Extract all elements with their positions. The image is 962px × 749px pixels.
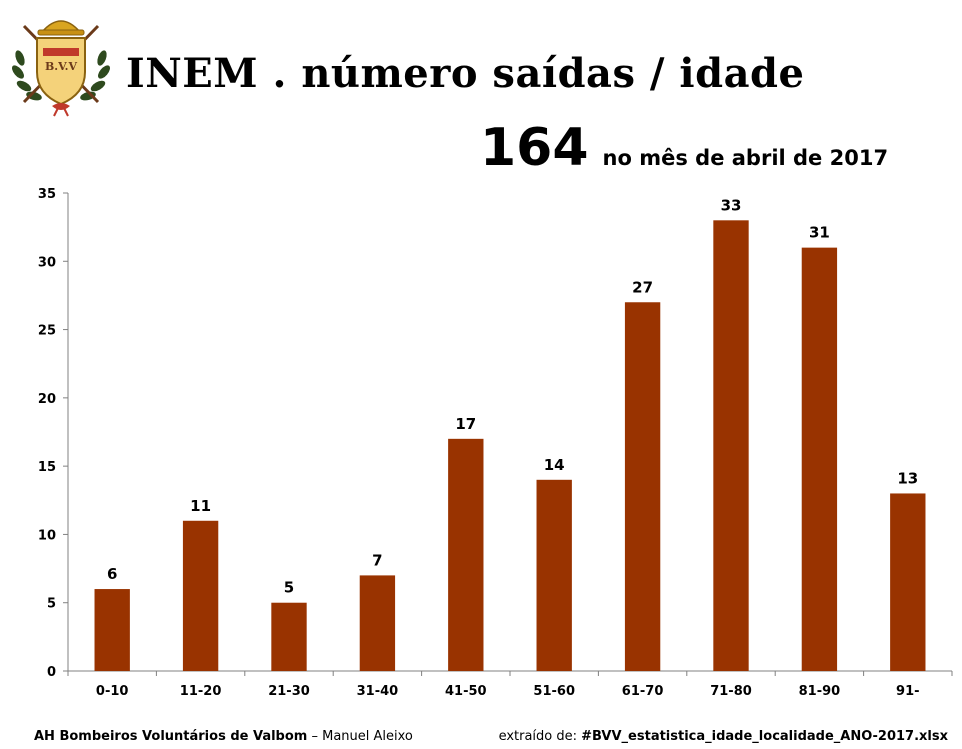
data-label: 17 [455,415,476,433]
bar [890,493,926,671]
total-summary: 164 no mês de abril de 2017 [480,118,888,178]
y-tick-label: 30 [38,255,56,270]
footer-org: AH Bombeiros Voluntários de Valbom [34,729,308,744]
data-label: 33 [721,196,742,214]
y-tick-label: 10 [38,528,56,543]
x-tick-label: 41-50 [445,684,487,699]
bvv-crest-logo-text: B.V.V [44,60,78,73]
bar [448,438,484,671]
footer-source: extraído de: #BVV_estatistica_idade_loca… [499,729,948,744]
bar [801,247,838,671]
x-tick-label: 51-60 [533,684,575,699]
total-label: no mês de abril de 2017 [602,146,889,170]
x-tick-label: 11-20 [180,684,222,699]
bar [359,575,396,671]
data-label: 6 [107,565,117,583]
bar [271,602,307,671]
y-tick-label: 0 [47,665,56,680]
bvv-crest-logo [12,20,110,117]
y-tick-label: 5 [47,597,56,612]
page-title: INEM . número saídas / idade [126,50,805,97]
bar [182,520,219,671]
x-tick-label: 61-70 [622,684,664,699]
data-label: 11 [190,497,211,515]
bar [536,479,572,671]
data-label: 7 [372,551,382,569]
footer-separator: – [307,729,323,744]
footer-source-prefix: extraído de: [498,729,582,744]
bar [713,220,749,672]
data-label: 31 [809,224,830,242]
footer-credits: AH Bombeiros Voluntários de Valbom – Man… [34,729,413,744]
y-tick-label: 15 [38,460,56,475]
bar [624,302,661,671]
data-label: 5 [284,579,294,597]
x-tick-label: 81-90 [799,684,841,699]
x-tick-label: 31-40 [357,684,399,699]
total-value: 164 [480,118,589,178]
data-label: 13 [897,469,918,487]
bar [94,589,130,671]
data-label: 14 [544,456,565,474]
data-label: 27 [632,278,653,296]
x-tick-label: 0-10 [96,684,129,699]
x-tick-label: 91- [896,684,920,699]
x-tick-label: 21-30 [268,684,310,699]
x-tick-label: 71-80 [710,684,752,699]
y-tick-label: 25 [38,324,56,339]
y-tick-label: 20 [38,392,56,407]
footer-source-file: #BVV_estatistica_idade_localidade_ANO-20… [581,729,948,744]
footer-author: Manuel Aleixo [322,729,413,744]
bar-chart: 0 5 10 15 20 25 30 35 6 0-10 11 11-20 5 21-30 7 31-40 17… [38,187,953,699]
y-tick-label: 35 [38,187,56,202]
